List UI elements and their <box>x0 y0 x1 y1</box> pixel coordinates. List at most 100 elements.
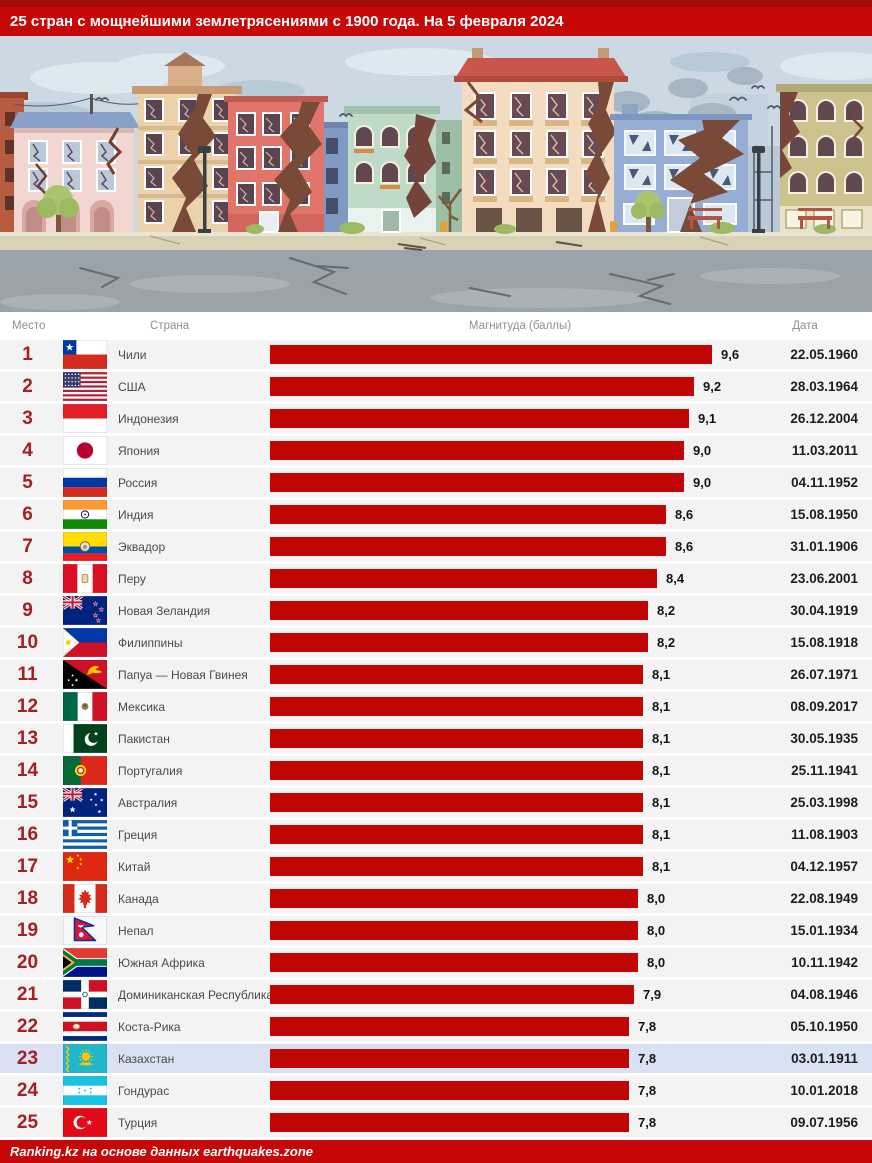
magnitude-cell: 7,9 <box>270 980 752 1009</box>
flag-pg-icon <box>55 660 111 689</box>
flag-pe-icon <box>55 564 111 593</box>
date-label: 22.08.1949 <box>790 891 858 906</box>
rank-label: 4 <box>22 440 33 461</box>
magnitude-value: 8,1 <box>652 795 671 810</box>
flag-jp-icon <box>55 436 111 465</box>
rank-label: 21 <box>16 984 39 1005</box>
rank-label: 8 <box>22 568 33 589</box>
magnitude-value: 8,1 <box>652 859 671 874</box>
table-row: 22 Коста-Рика 7,8 05.10.1950 <box>0 1012 872 1041</box>
magnitude-value: 7,8 <box>638 1115 657 1130</box>
rank-label: 16 <box>16 824 39 845</box>
magnitude-cell: 8,1 <box>270 788 752 817</box>
rank-label: 13 <box>16 728 39 749</box>
ranking-table: 1 Чили 9,6 22.05.1960 2 США 9,2 28.03.19… <box>0 340 872 1137</box>
flag-in-icon <box>55 500 111 529</box>
magnitude-bar <box>270 921 638 940</box>
rank-label: 18 <box>16 888 39 909</box>
country-label: Индия <box>118 507 154 522</box>
flag-pt-icon <box>55 756 111 785</box>
date-label: 22.05.1960 <box>790 347 858 362</box>
date-label: 25.03.1998 <box>790 795 858 810</box>
flag-hn-icon <box>55 1076 111 1105</box>
table-row: 7 Эквадор 8,6 31.01.1906 <box>0 532 872 561</box>
magnitude-cell: 9,6 <box>270 340 752 369</box>
magnitude-bar <box>270 697 643 716</box>
table-row: 20 Южная Африка 8,0 10.11.1942 <box>0 948 872 977</box>
earthquake-city-illustration <box>0 36 872 312</box>
country-label: Южная Африка <box>118 955 205 970</box>
flag-cn-icon <box>55 852 111 881</box>
rank-label: 2 <box>22 376 33 397</box>
magnitude-value: 8,0 <box>647 955 666 970</box>
country-label: Непал <box>118 923 154 938</box>
magnitude-value: 7,8 <box>638 1083 657 1098</box>
magnitude-bar <box>270 729 643 748</box>
magnitude-cell: 8,0 <box>270 916 752 945</box>
table-row: 23 Казахстан 7,8 03.01.1911 <box>0 1044 872 1073</box>
table-row: 3 Индонезия 9,1 26.12.2004 <box>0 404 872 433</box>
rank-label: 22 <box>16 1016 39 1037</box>
country-label: Канада <box>118 891 159 906</box>
date-label: 04.08.1946 <box>790 987 858 1002</box>
country-label: Новая Зеландия <box>118 603 211 618</box>
page-title: 25 стран с мощнейшими землетрясениями с … <box>10 13 564 30</box>
rank-label: 17 <box>16 856 39 877</box>
magnitude-value: 8,2 <box>657 635 676 650</box>
date-label: 15.08.1918 <box>790 635 858 650</box>
table-row: 8 Перу 8,4 23.06.2001 <box>0 564 872 593</box>
table-row: 12 Мексика 8,1 08.09.2017 <box>0 692 872 721</box>
flag-tr-icon <box>55 1108 111 1137</box>
title-bar: 25 стран с мощнейшими землетрясениями с … <box>0 0 872 36</box>
magnitude-bar <box>270 1113 629 1132</box>
magnitude-cell: 8,4 <box>270 564 752 593</box>
rank-label: 24 <box>16 1080 39 1101</box>
flag-ru-icon <box>55 468 111 497</box>
magnitude-cell: 8,1 <box>270 660 752 689</box>
table-row: 17 Китай 8,1 04.12.1957 <box>0 852 872 881</box>
rank-label: 12 <box>16 696 39 717</box>
date-label: 11.03.2011 <box>791 443 858 458</box>
magnitude-cell: 8,1 <box>270 820 752 849</box>
magnitude-bar <box>270 441 684 460</box>
magnitude-value: 8,6 <box>675 507 694 522</box>
flag-id-icon <box>55 404 111 433</box>
magnitude-cell: 9,1 <box>270 404 752 433</box>
magnitude-cell: 7,8 <box>270 1108 752 1137</box>
date-label: 30.05.1935 <box>790 731 858 746</box>
date-label: 03.01.1911 <box>791 1051 858 1066</box>
table-row: 14 Португалия 8,1 25.11.1941 <box>0 756 872 785</box>
magnitude-bar <box>270 665 643 684</box>
country-label: Пакистан <box>118 731 170 746</box>
rank-label: 20 <box>16 952 39 973</box>
magnitude-value: 8,1 <box>652 827 671 842</box>
table-row: 4 Япония 9,0 11.03.2011 <box>0 436 872 465</box>
magnitude-value: 8,6 <box>675 539 694 554</box>
col-header-magnitude: Магнитуда (баллы) <box>468 320 572 332</box>
magnitude-bar <box>270 505 666 524</box>
rank-label: 23 <box>16 1048 39 1069</box>
col-header-date: Дата <box>792 320 818 332</box>
country-label: Греция <box>118 827 158 842</box>
country-label: Чили <box>118 347 147 362</box>
table-row: 10 Филиппины 8,2 15.08.1918 <box>0 628 872 657</box>
magnitude-value: 8,4 <box>666 571 685 586</box>
table-row: 25 Турция 7,8 09.07.1956 <box>0 1108 872 1137</box>
date-label: 04.11.1952 <box>791 475 858 490</box>
rank-label: 7 <box>22 536 33 557</box>
magnitude-bar <box>270 825 643 844</box>
country-label: Коста-Рика <box>118 1019 181 1034</box>
magnitude-value: 8,0 <box>647 891 666 906</box>
magnitude-cell: 8,2 <box>270 596 752 625</box>
date-label: 10.01.2018 <box>790 1083 858 1098</box>
flag-za-icon <box>55 948 111 977</box>
flag-do-icon <box>55 980 111 1009</box>
country-label: Турция <box>118 1115 158 1130</box>
magnitude-cell: 7,8 <box>270 1012 752 1041</box>
country-label: Португалия <box>118 763 183 778</box>
table-row: 2 США 9,2 28.03.1964 <box>0 372 872 401</box>
country-label: Индонезия <box>118 411 179 426</box>
magnitude-bar <box>270 569 657 588</box>
rank-label: 10 <box>16 632 39 653</box>
